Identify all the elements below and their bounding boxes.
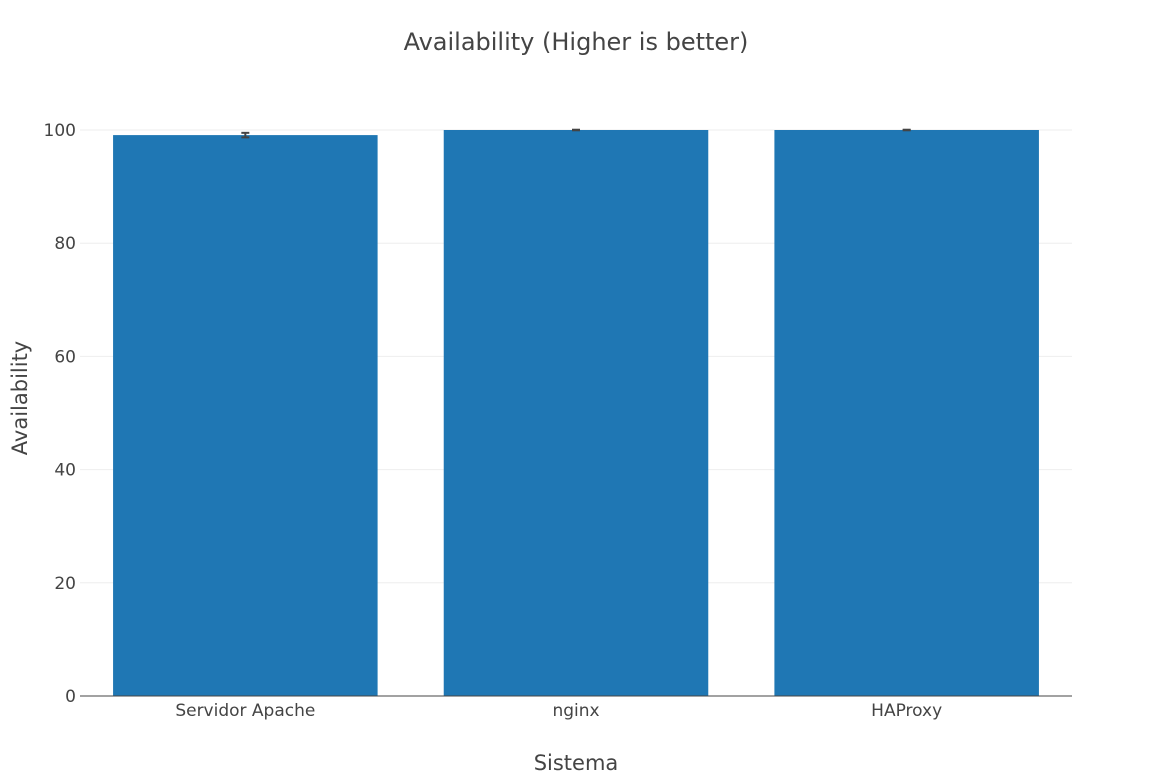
- error-bars: [241, 128, 911, 139]
- y-axis-title: Availability: [8, 341, 32, 455]
- y-tick-label: 100: [44, 121, 76, 141]
- bar-2: [774, 130, 1039, 696]
- x-tick-label: HAProxy: [871, 701, 942, 721]
- y-tick-label: 40: [54, 461, 76, 481]
- x-tick-label: Servidor Apache: [175, 701, 315, 721]
- y-tick-labels: 0 20 40 60 80 100: [44, 121, 76, 707]
- x-axis-title: Sistema: [534, 751, 619, 775]
- bar-0: [113, 135, 378, 696]
- bars: [113, 130, 1039, 696]
- y-tick-label: 20: [54, 574, 76, 594]
- x-tick-labels: Servidor Apache nginx HAProxy: [175, 701, 942, 721]
- chart-title: Availability (Higher is better): [404, 28, 749, 56]
- x-tick-label: nginx: [552, 701, 599, 721]
- bar-1: [443, 130, 709, 696]
- y-tick-label: 60: [54, 347, 76, 367]
- y-tick-label: 80: [54, 234, 76, 254]
- y-tick-label: 0: [65, 687, 76, 707]
